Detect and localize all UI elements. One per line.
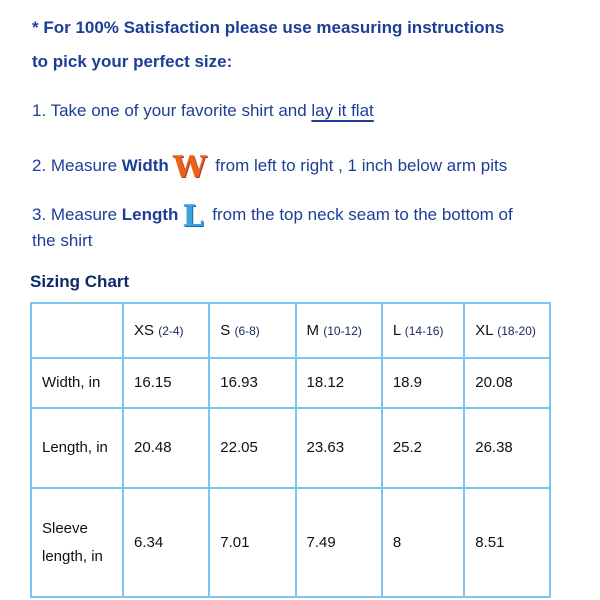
size-label: L [392,321,405,339]
table-cell: 18.12 [294,357,383,409]
row-label: Length, in [29,407,125,489]
size-header-s: S (6-8) [208,302,297,359]
lay-it-flat-link[interactable]: lay it flat [311,101,374,120]
table-cell: 16.93 [208,357,297,409]
table-cell: 20.08 [463,357,551,409]
size-label: S [220,321,235,339]
size-header-xl: XL (18-20) [463,302,551,359]
intro-line-1: * For 100% Satisfaction please use measu… [32,18,505,37]
table-cell: 23.63 [294,407,383,489]
step-1-text: 1. Take one of your favorite shirt and [32,101,312,120]
size-range: (14-16) [404,323,444,338]
size-label: XS [134,321,159,339]
size-range: (18-20) [497,323,536,338]
step-3-bold: Length [121,205,179,224]
sizing-chart-title: Sizing Chart [30,272,130,291]
table-cell: 6.34 [122,487,211,598]
intro-line-2: to pick your perfect size: [32,52,233,71]
size-range: (6-8) [234,323,260,338]
step-2-prefix: 2. Measure [32,156,122,175]
step-3-prefix: 3. Measure [32,205,122,224]
table-cell: 8.51 [463,487,551,598]
table-cell: 26.38 [463,407,551,489]
step-2-rest: from left to right , 1 inch below arm pi… [210,156,508,175]
size-header-xs: XS (2-4) [122,302,211,359]
table-cell: 16.15 [122,357,211,409]
header-row: XS (2-4) S (6-8) M (10-12) L (14-16) XL (18-… [29,302,551,359]
table-cell: 18.9 [380,357,466,409]
step-2: 2. Measure Width W from left to right , 1… [32,150,507,185]
row-label: Sleeve length, in [29,487,125,598]
table-row: Sleeve length, in 6.34 7.01 7.49 8 8.51 [29,487,551,598]
step-2-bold: Width [121,156,169,175]
size-range: (10-12) [323,323,362,338]
step-3: 3. Measure Length L from the top neck sea… [32,199,513,234]
sizing-table: XS (2-4) S (6-8) M (10-12) L (14-16) XL (18-… [29,302,551,598]
table-cell: 20.48 [122,407,211,489]
step-3-cont: the shirt [32,231,93,250]
size-range: (2-4) [158,323,184,338]
step-1: 1. Take one of your favorite shirt and l… [32,101,374,121]
step-3-rest: from the top neck seam to the bottom of [207,205,513,224]
table-cell: 7.49 [294,487,383,598]
row-label: Width, in [29,357,125,409]
table-cell: 8 [380,487,466,598]
table-cell: 7.01 [208,487,297,598]
size-label: M [306,321,324,339]
size-header-m: M (10-12) [294,302,383,359]
width-w-icon: W [172,150,207,185]
size-label: XL [475,321,498,339]
table-cell: 25.2 [380,407,466,489]
table-row: Width, in 16.15 16.93 18.12 18.9 20.08 [29,357,551,409]
table-row: Length, in 20.48 22.05 23.63 25.2 26.38 [29,407,551,489]
length-l-icon: L [182,199,204,234]
size-header-l: L (14-16) [380,302,466,359]
empty-header-cell [29,302,125,359]
table-cell: 22.05 [208,407,297,489]
